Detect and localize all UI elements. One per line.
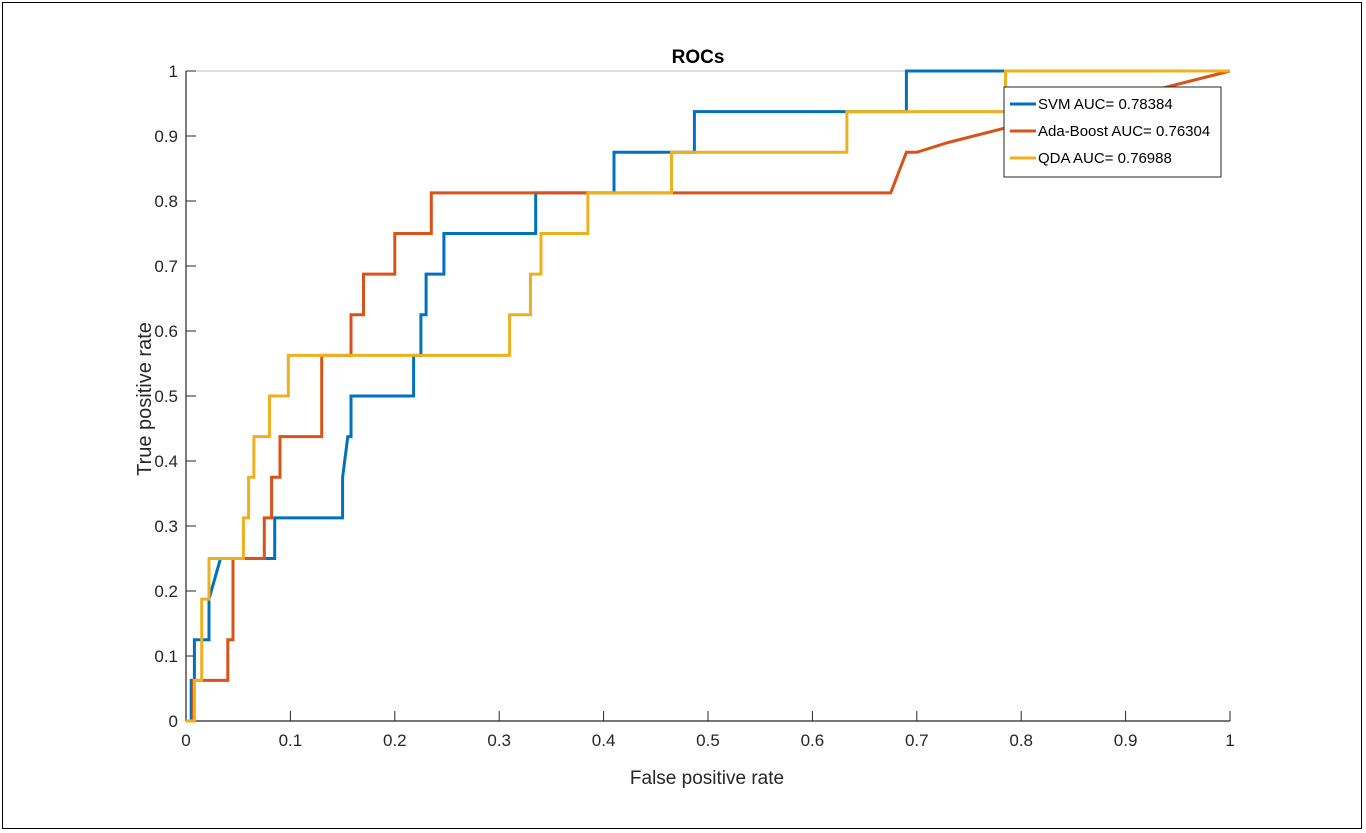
y-tick-label: 0.3 xyxy=(154,517,178,536)
y-tick-label: 1 xyxy=(169,62,178,81)
x-tick-label: 0.8 xyxy=(1009,731,1033,750)
y-tick-label: 0.6 xyxy=(154,322,178,341)
x-tick-label: 1 xyxy=(1225,731,1234,750)
y-tick-label: 0.2 xyxy=(154,582,178,601)
x-tick-label: 0 xyxy=(181,731,190,750)
axes: 0 0.1 0.2 0.3 0.4 0.5 0.6 0.7 0.8 0.9 1 0 0.1 0.2 0.3 0… xyxy=(154,62,1234,750)
y-tick-label: 0 xyxy=(169,712,178,731)
legend-box xyxy=(1003,86,1222,178)
y-tick-label: 0.9 xyxy=(154,127,178,146)
y-tick-label: 0.7 xyxy=(154,257,178,276)
x-axis-label: False positive rate xyxy=(630,768,784,789)
y-tick-label: 0.5 xyxy=(154,387,178,406)
legend-entry: Ada-Boost AUC= 0.76304 xyxy=(1038,123,1210,140)
x-tick-label: 0.6 xyxy=(801,731,825,750)
legend-entry: QDA AUC= 0.76988 xyxy=(1038,150,1172,167)
y-tick-label: 0.1 xyxy=(154,647,178,666)
x-tick-label: 0.4 xyxy=(592,731,616,750)
x-tick-label: 0.2 xyxy=(383,731,407,750)
y-axis-label: True positive rate xyxy=(134,322,156,476)
x-tick-label: 0.5 xyxy=(696,731,720,750)
x-tick-label: 0.1 xyxy=(279,731,303,750)
legend: SVM AUC= 0.78384 Ada-Boost AUC= 0.76304 QD… xyxy=(1003,86,1222,178)
roc-line-series-1 xyxy=(186,69,1230,723)
roc-line-series-3 xyxy=(186,69,1230,723)
x-tick-label: 0.3 xyxy=(487,731,511,750)
series-layer xyxy=(186,69,1231,723)
y-tick-label: 0.8 xyxy=(154,192,178,211)
y-tick-label: 0.4 xyxy=(154,452,178,471)
roc-chart: ROCs 0 0.1 0.2 0.3 0.4 0.5 0.6 0.7 0.8 0.9 1 0 0.1 0.… xyxy=(134,47,1235,789)
x-tick-label: 0.9 xyxy=(1114,731,1138,750)
chart-title: ROCs xyxy=(672,47,725,68)
x-tick-label: 0.7 xyxy=(905,731,929,750)
legend-entry: SVM AUC= 0.78384 xyxy=(1038,96,1173,113)
